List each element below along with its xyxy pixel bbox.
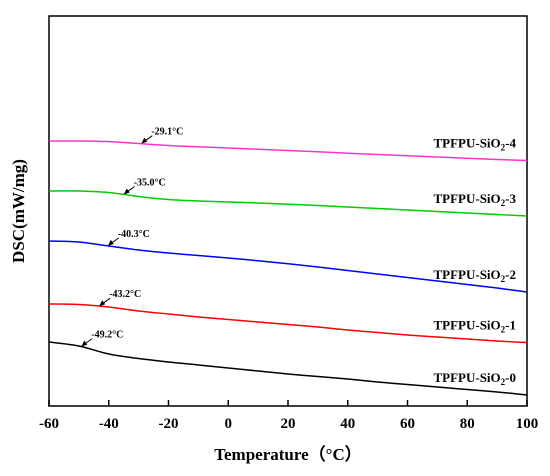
x-tick-label: 40: [340, 416, 355, 432]
x-tick-label: 0: [225, 416, 233, 432]
series-line: [48, 190, 528, 217]
annotation-arrow-head: [81, 340, 88, 347]
series-label: TPFPU-SiO2-3: [433, 191, 516, 208]
annotation-label: -43.2°C: [109, 289, 141, 300]
series-label: TPFPU-SiO2-0: [433, 370, 516, 387]
annotation-arrow-head: [141, 137, 148, 144]
annotation-arrow-head: [99, 300, 106, 307]
x-tick-label: 100: [516, 416, 539, 432]
series-line: [48, 140, 528, 162]
x-tick-label: 60: [400, 416, 415, 432]
annotation-label: -35.0°C: [134, 178, 166, 189]
series-label: TPFPU-SiO2-1: [433, 318, 516, 335]
annotation-arrow-head: [107, 239, 114, 246]
series-line: [48, 240, 528, 293]
x-tick-label: -20: [159, 416, 179, 432]
annotation-label: -29.1°C: [151, 127, 183, 138]
series-line: [48, 303, 528, 344]
x-tick-label: 20: [281, 416, 296, 432]
annotation-arrow-head: [123, 188, 130, 195]
series-label: TPFPU-SiO2-4: [433, 136, 516, 153]
series-line: [48, 341, 528, 396]
x-tick-label: -60: [39, 416, 59, 432]
x-axis-title: Temperature（°C）: [214, 444, 362, 464]
x-tick-label: 80: [460, 416, 475, 432]
x-axis-ticks: -60 -40 -20 0 20 40 60 80 100: [39, 400, 538, 432]
annotation-label: -49.2°C: [91, 330, 123, 341]
plot-frame: [48, 15, 528, 407]
y-axis-title: DSC(mW/mg): [9, 159, 28, 263]
annotation-label: -40.3°C: [118, 229, 150, 240]
series-group: -29.1°C TPFPU-SiO2-4 -35.0°C TPFPU-SiO2-3 -4…: [48, 127, 528, 396]
x-tick-label: -40: [99, 416, 119, 432]
series-label: TPFPU-SiO2-2: [433, 267, 516, 284]
